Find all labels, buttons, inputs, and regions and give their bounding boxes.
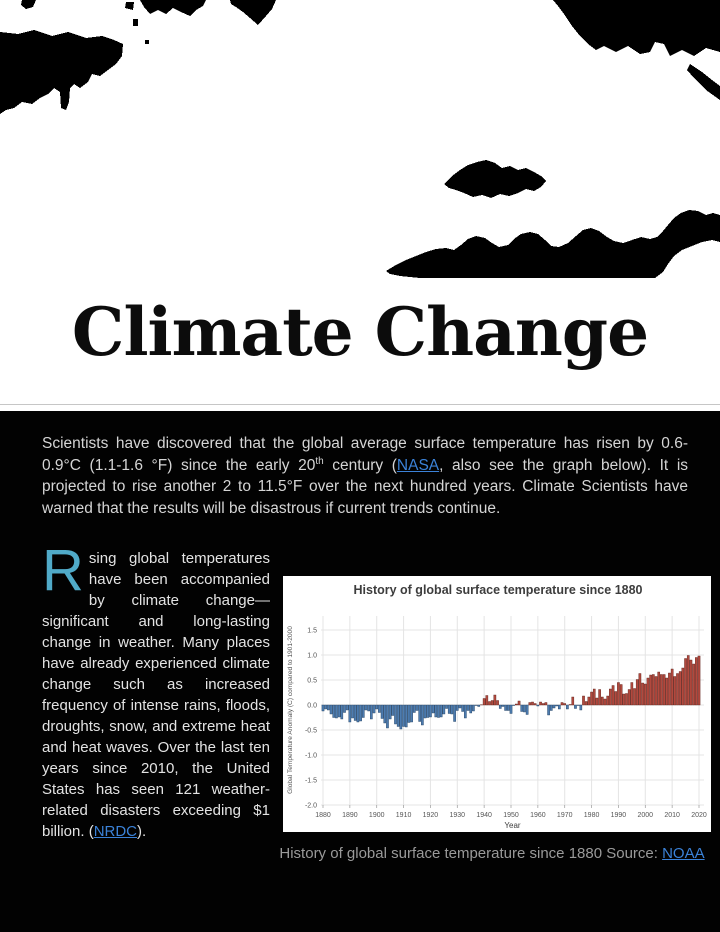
svg-text:0.5: 0.5: [307, 678, 317, 685]
dropcap-letter: R: [42, 538, 84, 603]
svg-text:1890: 1890: [342, 812, 358, 819]
svg-text:-1.0: -1.0: [305, 753, 317, 760]
cloud-shape: [125, 2, 134, 10]
clouds-graphic: [0, 0, 720, 278]
noaa-link[interactable]: NOAA: [662, 845, 705, 862]
svg-text:1910: 1910: [396, 812, 412, 819]
svg-text:-1.5: -1.5: [305, 778, 317, 785]
page-title: Climate Change: [71, 293, 649, 371]
svg-text:1920: 1920: [423, 812, 439, 819]
svg-text:1960: 1960: [530, 812, 546, 819]
svg-text:1940: 1940: [476, 812, 492, 819]
cloud-shape-left: [0, 30, 123, 114]
cloud-shape: [140, 0, 206, 16]
svg-text:-0.5: -0.5: [305, 728, 317, 735]
caption-text: History of global surface temperature si…: [279, 845, 663, 862]
svg-text:2020: 2020: [691, 812, 707, 819]
svg-text:1.0: 1.0: [307, 653, 317, 660]
cloud-shape-topright: [553, 0, 720, 56]
chart-figure: 1.5 1.0 0.5 0.0 -0.5 -1.0 -1.5 -2.0 1880 1890 1900…: [283, 576, 711, 832]
article-text: sing global temperatures have been accom…: [42, 550, 270, 840]
svg-text:1.5: 1.5: [307, 628, 317, 635]
cloud-shape: [230, 0, 276, 25]
cloud-shape-streak: [687, 64, 720, 100]
figure-caption: History of global surface temperature si…: [278, 845, 706, 862]
article-text-end: ).: [137, 823, 147, 840]
intro-paragraph: Scientists have discovered that the glob…: [42, 433, 688, 519]
cloud-dot: [145, 40, 149, 44]
svg-text:Global Temperature Anomaly (C): Global Temperature Anomaly (C) compared …: [287, 626, 294, 794]
svg-text:0.0: 0.0: [307, 703, 317, 710]
svg-text:1980: 1980: [584, 812, 600, 819]
svg-text:1990: 1990: [611, 812, 627, 819]
svg-text:-2.0: -2.0: [305, 803, 317, 810]
divider-line: [0, 404, 720, 405]
intro-text-1: Scientists have discovered that the glob…: [42, 435, 688, 474]
svg-text:1880: 1880: [315, 812, 331, 819]
cloud-dot: [133, 19, 138, 26]
svg-text:2010: 2010: [664, 812, 680, 819]
svg-text:Year: Year: [504, 821, 521, 830]
svg-text:History of global surface temp: History of global surface temperature si…: [354, 583, 643, 597]
intro-superscript: th: [315, 455, 324, 467]
cloud-shape-large: [386, 210, 720, 278]
svg-text:1900: 1900: [369, 812, 385, 819]
temperature-anomaly-chart: 1.5 1.0 0.5 0.0 -0.5 -1.0 -1.5 -2.0 1880 1890 1900…: [287, 583, 707, 830]
nrdc-link[interactable]: NRDC: [93, 823, 138, 840]
nasa-link[interactable]: NASA: [396, 456, 440, 474]
intro-text-3: , also see the graph below). It is proje…: [42, 456, 689, 517]
svg-text:1930: 1930: [449, 812, 465, 819]
cloud-shape: [21, 0, 36, 9]
svg-text:1950: 1950: [503, 812, 519, 819]
svg-text:1970: 1970: [557, 812, 573, 819]
svg-text:2000: 2000: [637, 812, 653, 819]
intro-text-2: century (: [323, 456, 397, 474]
cloud-shape-small: [444, 160, 546, 198]
